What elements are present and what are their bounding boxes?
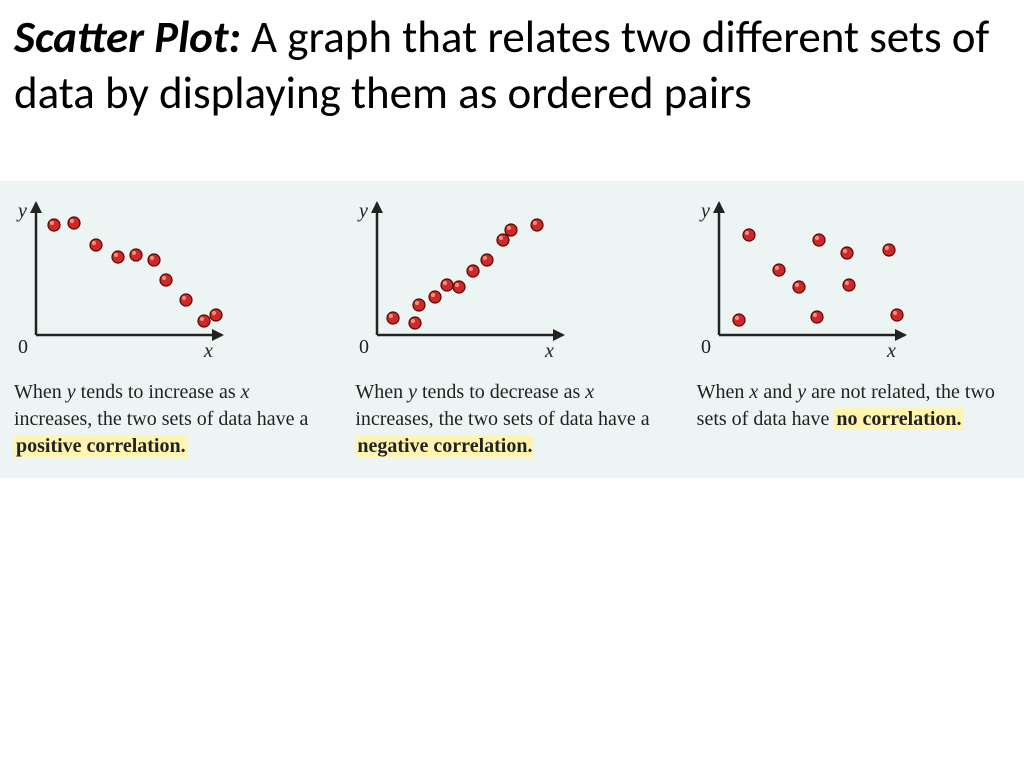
scatter-plot-positive: y x 0 bbox=[14, 195, 244, 365]
panel-none: y x 0 When x and y are not related, the two… bbox=[683, 181, 1024, 478]
caption-positive: When y tends to increase as x increases,… bbox=[14, 379, 331, 460]
scatter-plot-none: y x 0 bbox=[697, 195, 927, 365]
scatter-plot-negative: y x 0 bbox=[355, 195, 585, 365]
panels-strip: y x 0 When y tends to increase as x increas… bbox=[0, 181, 1024, 478]
svg-text:y: y bbox=[699, 200, 710, 222]
title-block: Scatter Plot: A graph that relates two d… bbox=[0, 0, 1024, 123]
title-term: Scatter Plot: bbox=[14, 10, 241, 65]
panel-positive: y x 0 When y tends to increase as x increas… bbox=[0, 181, 341, 478]
svg-text:y: y bbox=[357, 200, 368, 222]
svg-text:x: x bbox=[886, 340, 896, 362]
svg-text:x: x bbox=[544, 340, 554, 362]
svg-text:x: x bbox=[203, 340, 213, 362]
caption-negative: When y tends to decrease as x increases,… bbox=[355, 379, 672, 460]
svg-text:0: 0 bbox=[18, 336, 28, 358]
panel-negative: y x 0 When y tends to decrease as x increas… bbox=[341, 181, 682, 478]
caption-none: When x and y are not related, the two se… bbox=[697, 379, 1014, 433]
svg-text:0: 0 bbox=[359, 336, 369, 358]
svg-text:0: 0 bbox=[701, 336, 711, 358]
svg-text:y: y bbox=[16, 200, 27, 222]
